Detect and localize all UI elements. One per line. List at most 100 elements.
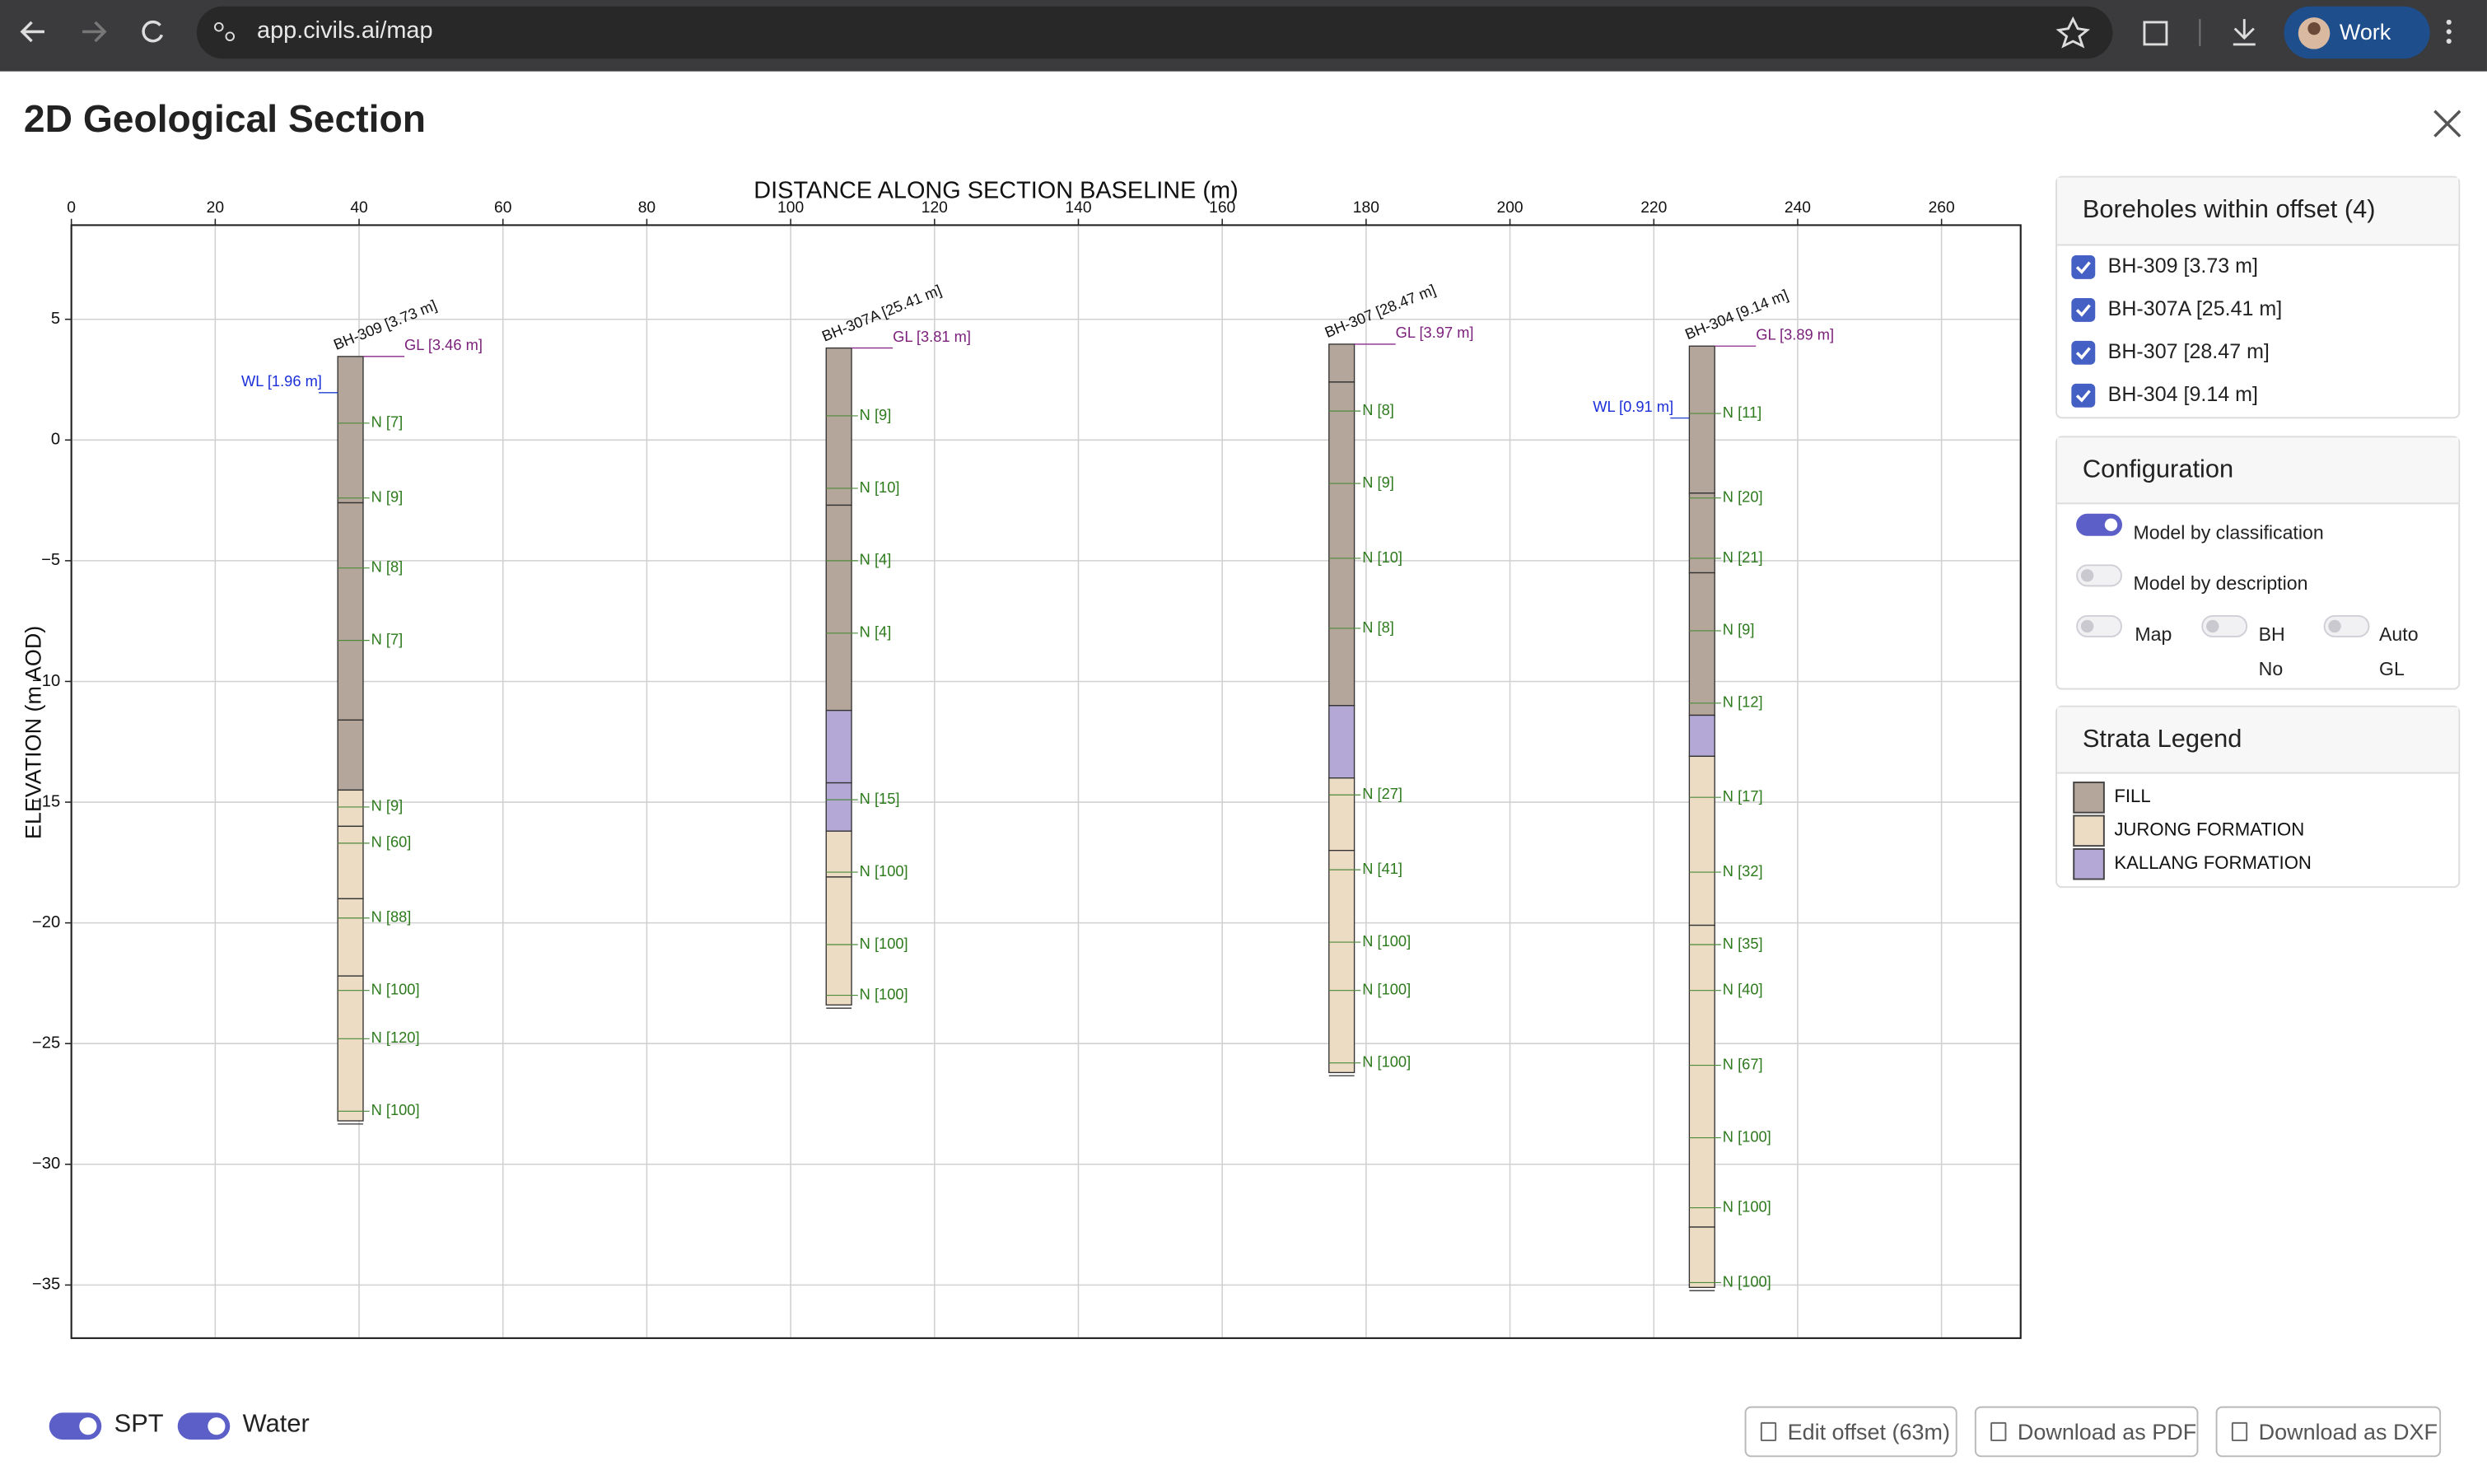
checkbox[interactable] — [2071, 297, 2096, 322]
toggle-label[interactable]: Water — [242, 1411, 310, 1439]
x-axis-title: DISTANCE ALONG SECTION BASELINE (m) — [754, 178, 1238, 204]
ground-level-label: GL [3.81 m] — [893, 328, 971, 345]
stratum-layer — [825, 782, 852, 832]
check-path — [2075, 304, 2091, 317]
legend-swatch — [2073, 814, 2105, 847]
toggle[interactable] — [2076, 513, 2122, 536]
toggle[interactable] — [2076, 614, 2122, 637]
extensions-icon[interactable] — [2143, 21, 2168, 46]
bookmark-icon[interactable] — [2055, 16, 2091, 49]
button-icon — [1990, 1421, 2007, 1442]
button-icon — [2231, 1421, 2248, 1442]
water-level-label: WL [1.96 m] — [241, 372, 322, 390]
spt-label: N [9] — [371, 488, 404, 505]
toggle-label[interactable]: Map — [2135, 623, 2172, 646]
toggle-label[interactable]: Model by classification — [2133, 521, 2324, 544]
spt-label: N [100] — [1723, 1272, 1771, 1290]
address-bar[interactable] — [196, 6, 2113, 59]
action-button[interactable]: Download as DXF — [2215, 1406, 2442, 1458]
menu-icon[interactable] — [2446, 38, 2452, 44]
borehole-option[interactable]: BH-304 [9.14 m] — [2107, 381, 2258, 406]
spt-label: N [100] — [1362, 981, 1411, 998]
stratum-layer — [1328, 381, 1355, 707]
spt-label: N [8] — [1362, 618, 1394, 636]
stratum-layer — [1688, 492, 1715, 574]
check-path — [2075, 261, 2091, 274]
avatar — [2298, 17, 2331, 49]
action-button[interactable]: Edit offset (63m) — [1744, 1406, 1957, 1458]
stratum-layer — [337, 789, 364, 828]
check-path — [2075, 347, 2091, 360]
spt-label: N [7] — [371, 413, 404, 431]
spt-label: N [10] — [860, 478, 900, 496]
stratum-layer — [1328, 705, 1355, 779]
download-icon[interactable] — [2233, 19, 2256, 46]
spt-label: N [9] — [860, 406, 892, 423]
toggle-label[interactable]: SPT — [114, 1411, 164, 1439]
stratum-layer — [1688, 345, 1715, 494]
spt-label: N [7] — [371, 630, 404, 647]
panel-title: Boreholes within offset (4) — [2057, 177, 2459, 246]
spt-label: N [10] — [1362, 548, 1402, 566]
spt-label: N [15] — [860, 790, 900, 807]
spt-label: N [21] — [1723, 548, 1763, 566]
forward-icon[interactable] — [82, 21, 107, 43]
x-tick-label: 180 — [1353, 199, 1379, 217]
toggle-label[interactable]: BH No — [2258, 623, 2285, 680]
borehole-option[interactable]: BH-307A [25.41 m] — [2107, 296, 2283, 320]
stratum-layer — [825, 876, 852, 1006]
legend-label: JURONG FORMATION — [2114, 821, 2305, 841]
spt-label: N [100] — [1362, 932, 1411, 950]
nav-icons — [20, 20, 164, 43]
url[interactable]: app.civils.ai/map — [257, 17, 433, 44]
check-path — [2075, 390, 2091, 403]
spt-label: N [41] — [1362, 860, 1402, 877]
spt-label: N [27] — [1362, 785, 1402, 802]
spt-label: N [17] — [1723, 787, 1763, 805]
legend-label: FILL — [2114, 787, 2151, 807]
spt-label: N [11] — [1723, 404, 1761, 421]
ground-level-label: GL [3.97 m] — [1396, 324, 1474, 341]
x-tick-label: 140 — [1065, 199, 1091, 217]
stratum-layer — [825, 347, 852, 506]
spt-label: N [120] — [371, 1029, 420, 1046]
y-tick-label: −25 — [32, 1034, 60, 1052]
spt-label: N [8] — [371, 558, 404, 576]
checkbox[interactable] — [2071, 254, 2096, 279]
checkbox[interactable] — [2071, 340, 2096, 365]
toggle-knob — [2206, 619, 2219, 633]
profile-name[interactable]: Work — [2339, 19, 2391, 44]
toggle-knob — [2328, 619, 2341, 633]
x-tick-label: 240 — [1785, 199, 1811, 217]
borehole-option[interactable]: BH-309 [3.73 m] — [2107, 254, 2258, 278]
spt-label: N [9] — [1362, 474, 1394, 491]
menu-icon[interactable] — [2446, 29, 2452, 35]
action-button[interactable]: Download as PDF — [1974, 1406, 2199, 1458]
checkbox[interactable] — [2071, 383, 2096, 408]
toggle-knob — [79, 1417, 97, 1435]
menu-icon[interactable] — [2446, 19, 2452, 26]
toggle-label[interactable]: Model by description — [2133, 572, 2308, 595]
toggle[interactable] — [2201, 614, 2248, 637]
site-info-icon[interactable] — [209, 16, 241, 48]
toggle[interactable] — [49, 1412, 102, 1440]
spt-label: N [100] — [860, 862, 908, 880]
y-tick-label: −15 — [32, 792, 60, 810]
spt-label: N [100] — [371, 1101, 420, 1118]
toggle[interactable] — [2076, 564, 2122, 587]
stratum-layer — [337, 356, 364, 504]
x-tick-label: 20 — [207, 199, 224, 217]
check-mark — [2075, 347, 2091, 360]
reload-icon[interactable] — [142, 20, 164, 43]
stratum-layer — [1688, 572, 1715, 716]
toggle[interactable] — [2323, 614, 2370, 637]
close-button[interactable] — [2430, 106, 2465, 141]
x-tick-label: 40 — [350, 199, 367, 217]
borehole-option[interactable]: BH-307 [28.47 m] — [2107, 338, 2270, 363]
toggle[interactable] — [177, 1412, 231, 1440]
toggle-label[interactable]: Auto GL — [2379, 623, 2419, 680]
y-tick-label: 5 — [51, 310, 60, 328]
back-icon[interactable] — [20, 21, 44, 43]
